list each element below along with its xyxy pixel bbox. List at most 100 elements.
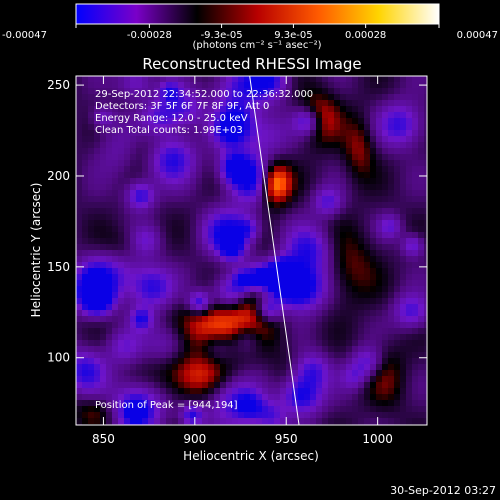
- heatmap-cell: [400, 250, 407, 257]
- heatmap-cell: [142, 214, 149, 221]
- heatmap-cell: [304, 292, 311, 299]
- heatmap-cell: [262, 298, 269, 305]
- heatmap-cell: [322, 250, 329, 257]
- heatmap-cell: [346, 394, 353, 401]
- heatmap-cell: [388, 100, 395, 107]
- heatmap-cell: [214, 172, 221, 179]
- heatmap-cell: [178, 148, 185, 155]
- heatmap-cell: [280, 124, 287, 131]
- heatmap-cell: [298, 202, 305, 209]
- heatmap-cell: [388, 136, 395, 143]
- heatmap-cell: [394, 316, 401, 323]
- heatmap-cell: [76, 208, 83, 215]
- heatmap-cell: [178, 352, 185, 359]
- heatmap-cell: [88, 334, 95, 341]
- heatmap-cell: [412, 322, 419, 329]
- heatmap-cell: [340, 400, 347, 407]
- heatmap-cell: [364, 280, 371, 287]
- heatmap-cell: [292, 178, 299, 185]
- heatmap-cell: [352, 370, 359, 377]
- annotation-energy: Energy Range: 12.0 - 25.0 keV: [95, 113, 248, 124]
- heatmap-cell: [142, 400, 149, 407]
- heatmap-cell: [382, 310, 389, 317]
- heatmap-cell: [178, 394, 185, 401]
- heatmap-cell: [142, 82, 149, 89]
- heatmap-cell: [400, 358, 407, 365]
- heatmap-cell: [274, 376, 281, 383]
- heatmap-cell: [316, 202, 323, 209]
- heatmap-cell: [352, 352, 359, 359]
- chart-title: Reconstructed RHESSI Image: [142, 55, 361, 73]
- heatmap-cell: [160, 256, 167, 263]
- heatmap-cell: [160, 316, 167, 323]
- heatmap-cell: [268, 346, 275, 353]
- heatmap-cell: [340, 226, 347, 233]
- heatmap-cell: [388, 286, 395, 293]
- heatmap-cell: [160, 370, 167, 377]
- heatmap-cell: [304, 76, 311, 83]
- heatmap-cell: [214, 298, 221, 305]
- heatmap-cell: [238, 220, 245, 227]
- heatmap-cell: [124, 268, 131, 275]
- heatmap-cell: [304, 142, 311, 149]
- heatmap-cell: [196, 178, 203, 185]
- heatmap-cell: [424, 196, 427, 203]
- heatmap-cell: [298, 358, 305, 365]
- heatmap-cell: [238, 268, 245, 275]
- heatmap-cell: [118, 88, 125, 95]
- heatmap-cell: [364, 82, 371, 89]
- heatmap-cell: [172, 124, 179, 131]
- heatmap-cell: [124, 88, 131, 95]
- heatmap-cell: [382, 76, 389, 83]
- heatmap-cell: [232, 400, 239, 407]
- heatmap-cell: [292, 304, 299, 311]
- heatmap-cell: [250, 418, 257, 425]
- heatmap-cell: [406, 286, 413, 293]
- heatmap-cell: [154, 376, 161, 383]
- heatmap-cell: [370, 394, 377, 401]
- heatmap-cell: [154, 262, 161, 269]
- heatmap-cell: [268, 82, 275, 89]
- heatmap-cell: [238, 82, 245, 89]
- heatmap-cell: [256, 352, 263, 359]
- heatmap-cell: [166, 388, 173, 395]
- heatmap-cell: [340, 346, 347, 353]
- heatmap-cell: [130, 94, 137, 101]
- heatmap-cell: [208, 154, 215, 161]
- heatmap-cell: [82, 118, 89, 125]
- heatmap-cell: [316, 334, 323, 341]
- heatmap-cell: [136, 316, 143, 323]
- heatmap-cell: [154, 250, 161, 257]
- heatmap-cell: [124, 304, 131, 311]
- heatmap-cell: [262, 244, 269, 251]
- heatmap-cell: [130, 292, 137, 299]
- heatmap-cell: [226, 340, 233, 347]
- heatmap-cell: [220, 172, 227, 179]
- heatmap-cell: [322, 196, 329, 203]
- heatmap-cell: [406, 274, 413, 281]
- heatmap-cell: [292, 142, 299, 149]
- heatmap-cell: [322, 268, 329, 275]
- heatmap-cell: [274, 118, 281, 125]
- heatmap-cell: [334, 268, 341, 275]
- heatmap-cell: [130, 382, 137, 389]
- heatmap-cell: [124, 358, 131, 365]
- heatmap-cell: [226, 160, 233, 167]
- heatmap-cell: [328, 298, 335, 305]
- heatmap-cell: [148, 190, 155, 197]
- heatmap-cell: [142, 130, 149, 137]
- heatmap-cell: [406, 202, 413, 209]
- heatmap-cell: [412, 340, 419, 347]
- heatmap-cell: [256, 178, 263, 185]
- heatmap-cell: [124, 370, 131, 377]
- heatmap-cell: [208, 184, 215, 191]
- heatmap-cell: [424, 412, 427, 419]
- heatmap-cell: [364, 106, 371, 113]
- heatmap-cell: [76, 376, 83, 383]
- heatmap-cell: [328, 94, 335, 101]
- heatmap-cell: [424, 280, 427, 287]
- heatmap-cell: [418, 118, 425, 125]
- heatmap-cell: [406, 184, 413, 191]
- heatmap-cell: [172, 208, 179, 215]
- heatmap-cell: [376, 76, 383, 83]
